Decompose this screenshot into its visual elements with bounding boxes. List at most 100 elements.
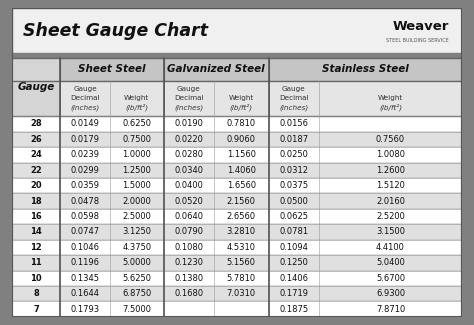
Text: 3.1250: 3.1250	[122, 227, 151, 237]
Text: 24: 24	[30, 150, 42, 159]
Text: Galvanized Steel: Galvanized Steel	[167, 64, 265, 74]
Bar	[12, 116, 61, 132]
Text: 20: 20	[30, 181, 42, 190]
Text: (lb/ft²): (lb/ft²)	[379, 104, 402, 111]
Bar	[12, 286, 61, 302]
Text: (inches): (inches)	[279, 104, 309, 111]
Text: 1.0000: 1.0000	[122, 150, 151, 159]
Bar	[268, 81, 462, 116]
Bar	[61, 255, 164, 270]
Text: 0.0280: 0.0280	[174, 150, 203, 159]
Text: 0.1196: 0.1196	[71, 258, 100, 267]
Text: 1.2600: 1.2600	[376, 166, 405, 175]
Text: 0.1680: 0.1680	[174, 289, 203, 298]
Text: Gauge: Gauge	[73, 86, 97, 92]
Text: 10: 10	[30, 274, 42, 283]
Bar	[61, 270, 164, 286]
Text: 0.1875: 0.1875	[279, 305, 308, 314]
Text: 0.0340: 0.0340	[174, 166, 203, 175]
Text: 1.2500: 1.2500	[122, 166, 151, 175]
Text: 0.0250: 0.0250	[279, 150, 308, 159]
Text: 3.2810: 3.2810	[227, 227, 256, 237]
Bar	[12, 53, 462, 58]
Bar	[61, 240, 164, 255]
Text: 6.9300: 6.9300	[376, 289, 405, 298]
Text: 14: 14	[30, 227, 42, 237]
Bar	[268, 270, 462, 286]
Bar	[61, 116, 164, 132]
Bar	[164, 116, 268, 132]
Text: 0.0187: 0.0187	[279, 135, 308, 144]
Text: 0.7810: 0.7810	[227, 119, 256, 128]
Text: 26: 26	[30, 135, 42, 144]
Bar	[12, 270, 61, 286]
Text: Stainless Steel: Stainless Steel	[322, 64, 409, 74]
Bar	[268, 58, 462, 81]
Bar	[12, 147, 61, 162]
Bar	[61, 81, 164, 116]
Bar	[268, 132, 462, 147]
Bar	[268, 240, 462, 255]
Bar	[12, 58, 61, 116]
Text: (lb/ft²): (lb/ft²)	[125, 104, 148, 111]
Text: 0.0520: 0.0520	[174, 197, 203, 206]
Text: 22: 22	[30, 166, 42, 175]
Bar	[12, 178, 61, 193]
Bar	[268, 224, 462, 240]
Text: 5.6700: 5.6700	[376, 274, 405, 283]
Text: 0.0747: 0.0747	[71, 227, 100, 237]
Text: 0.1406: 0.1406	[279, 274, 308, 283]
Text: 7.5000: 7.5000	[122, 305, 151, 314]
Bar	[61, 58, 164, 81]
Bar	[164, 209, 268, 224]
Bar	[268, 286, 462, 302]
Text: 0.0781: 0.0781	[279, 227, 308, 237]
Bar	[164, 302, 268, 317]
Text: 0.0375: 0.0375	[279, 181, 308, 190]
Text: 0.1644: 0.1644	[71, 289, 100, 298]
Bar	[268, 162, 462, 178]
Bar	[268, 147, 462, 162]
Text: 7.8710: 7.8710	[376, 305, 405, 314]
Text: 0.1046: 0.1046	[71, 243, 100, 252]
Bar	[164, 270, 268, 286]
Text: 0.0220: 0.0220	[174, 135, 203, 144]
Bar	[61, 193, 164, 209]
Bar	[61, 302, 164, 317]
Bar	[268, 302, 462, 317]
Text: 12: 12	[30, 243, 42, 252]
Text: 0.0299: 0.0299	[71, 166, 100, 175]
Text: 5.1560: 5.1560	[227, 258, 256, 267]
Bar	[164, 286, 268, 302]
Bar	[61, 178, 164, 193]
Text: 0.7560: 0.7560	[376, 135, 405, 144]
Text: 0.0625: 0.0625	[279, 212, 308, 221]
Text: 5.0000: 5.0000	[122, 258, 151, 267]
Bar	[268, 178, 462, 193]
Bar	[61, 209, 164, 224]
Bar	[164, 147, 268, 162]
Text: 2.1560: 2.1560	[227, 197, 256, 206]
Bar	[268, 255, 462, 270]
Text: 0.1080: 0.1080	[174, 243, 203, 252]
Text: 0.1345: 0.1345	[71, 274, 100, 283]
Text: 3.1500: 3.1500	[376, 227, 405, 237]
Bar	[164, 193, 268, 209]
Text: 18: 18	[30, 197, 42, 206]
Bar	[164, 81, 268, 116]
Text: Decimal: Decimal	[71, 96, 100, 101]
Text: 1.0080: 1.0080	[376, 150, 405, 159]
Text: 1.6560: 1.6560	[227, 181, 256, 190]
Text: (inches): (inches)	[174, 104, 203, 111]
Text: 0.1719: 0.1719	[279, 289, 308, 298]
Bar	[61, 162, 164, 178]
Bar	[12, 8, 462, 53]
Text: Weaver: Weaver	[392, 20, 448, 33]
Bar	[12, 302, 61, 317]
Text: 8: 8	[33, 289, 39, 298]
Text: Weight: Weight	[228, 96, 254, 101]
Text: 0.0156: 0.0156	[279, 119, 308, 128]
Text: 2.5000: 2.5000	[122, 212, 151, 221]
Text: 5.0400: 5.0400	[376, 258, 405, 267]
Bar	[164, 240, 268, 255]
